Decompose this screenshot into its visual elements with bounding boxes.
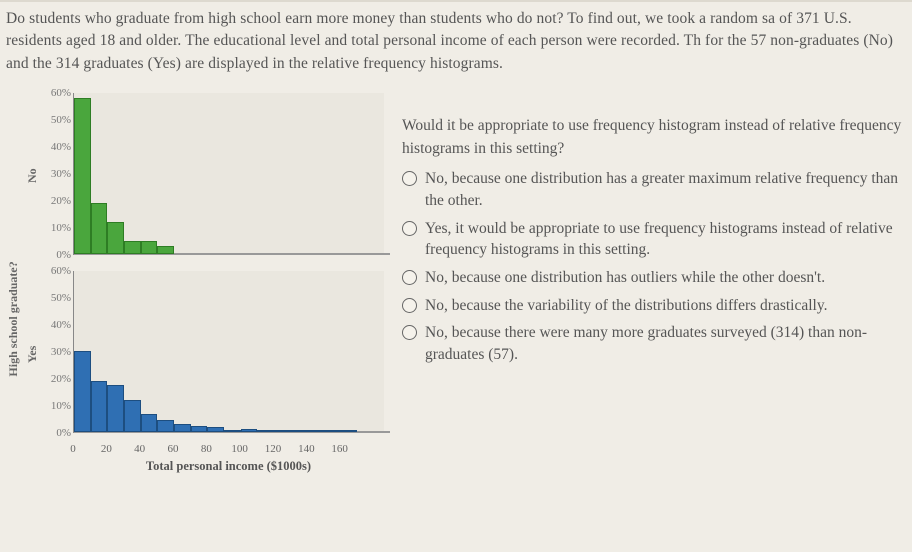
ytick-label: 60% [51,265,71,277]
xtick-label: 20 [101,443,112,455]
ytick-label: 40% [51,319,71,331]
radio-icon[interactable] [402,325,417,340]
ytick-label: 40% [51,141,71,153]
y-axis-label-outer: High school graduate? [4,87,23,552]
histogram-bar [74,351,91,432]
panel-no-label: No [25,87,41,265]
ytick-label: 10% [51,222,71,234]
xtick-label: 100 [231,443,248,455]
xtick-label: 140 [298,443,315,455]
option-item[interactable]: No, because one distribution has outlier… [402,267,904,289]
histogram-bar [257,430,274,432]
histogram-bar [91,381,108,432]
ytick-label: 20% [51,373,71,385]
histogram-bar [224,430,241,432]
histogram-bar [107,222,124,254]
content-row: High school graduate? No 60% 50% 40% 30% 20%… [4,87,906,552]
option-item[interactable]: No, because the variability of the distr… [402,295,904,317]
option-label: No, because the variability of the distr… [425,295,904,317]
panel-yes-yticks: 60% 50% 40% 30% 20% 10% 0% [41,265,73,443]
xtick-label: 80 [201,443,212,455]
xtick-label: 60 [168,443,179,455]
histogram-bar [124,241,141,255]
panel-yes-plot [73,271,384,433]
xtick-label: 120 [265,443,282,455]
ytick-label: 10% [51,400,71,412]
histogram-bar [307,430,324,433]
histogram-bar [324,430,341,432]
options-list: No, because one distribution has a great… [402,168,904,366]
xtick-label: 160 [331,443,348,455]
radio-icon[interactable] [402,298,417,313]
ytick-label: 0% [56,249,71,261]
ytick-label: 20% [51,195,71,207]
histogram-bar [191,426,208,433]
ytick-label: 50% [51,292,71,304]
page-root: Do students who graduate from high schoo… [0,0,912,552]
ytick-label: 60% [51,87,71,99]
panel-no-plot [73,93,384,255]
x-axis: Total personal income ($1000s) 0 20 40 60 80… [73,443,384,473]
histogram-bar [291,430,308,432]
histogram-figure: High school graduate? No 60% 50% 40% 30% 20%… [4,87,384,552]
histogram-bar [157,420,174,432]
histogram-bar [107,385,124,432]
panel-yes: Yes 60% 50% 40% 30% 20% 10% 0% [25,265,384,443]
sub-question: Would it be appropriate to use frequency… [402,115,904,160]
ytick-label: 30% [51,168,71,180]
histogram-bar [241,429,258,432]
histogram-bar [207,427,224,432]
radio-icon[interactable] [402,171,417,186]
question-stem: Do students who graduate from high schoo… [4,8,906,75]
ytick-label: 0% [56,427,71,439]
option-label: Yes, it would be appropriate to use freq… [425,218,904,261]
answer-column: Would it be appropriate to use frequency… [402,87,906,552]
ytick-label: 50% [51,114,71,126]
ytick-label: 30% [51,346,71,358]
radio-icon[interactable] [402,221,417,236]
histogram-bar [74,98,91,255]
panel-no: No 60% 50% 40% 30% 20% 10% 0% [25,87,384,265]
x-axis-label: Total personal income ($1000s) [146,459,311,474]
option-label: No, because one distribution has outlier… [425,267,904,289]
histogram-bar [141,414,158,433]
option-item[interactable]: No, because one distribution has a great… [402,168,904,211]
chart-panels: No 60% 50% 40% 30% 20% 10% 0% Yes 60% 50% 40% 30%… [23,87,384,552]
panel-yes-label: Yes [25,265,41,443]
histogram-bar [141,241,158,255]
xtick-label: 40 [134,443,145,455]
histogram-bar [91,203,108,254]
radio-icon[interactable] [402,270,417,285]
histogram-bar [341,430,358,432]
option-label: No, because there were many more graduat… [425,322,904,365]
page-top-border [0,0,912,2]
option-label: No, because one distribution has a great… [425,168,904,211]
histogram-bar [157,246,174,254]
xtick-label: 0 [70,443,76,455]
panel-no-yticks: 60% 50% 40% 30% 20% 10% 0% [41,87,73,265]
option-item[interactable]: No, because there were many more graduat… [402,322,904,365]
histogram-bar [274,430,291,433]
histogram-bar [124,400,141,432]
option-item[interactable]: Yes, it would be appropriate to use freq… [402,218,904,261]
histogram-bar [174,424,191,432]
